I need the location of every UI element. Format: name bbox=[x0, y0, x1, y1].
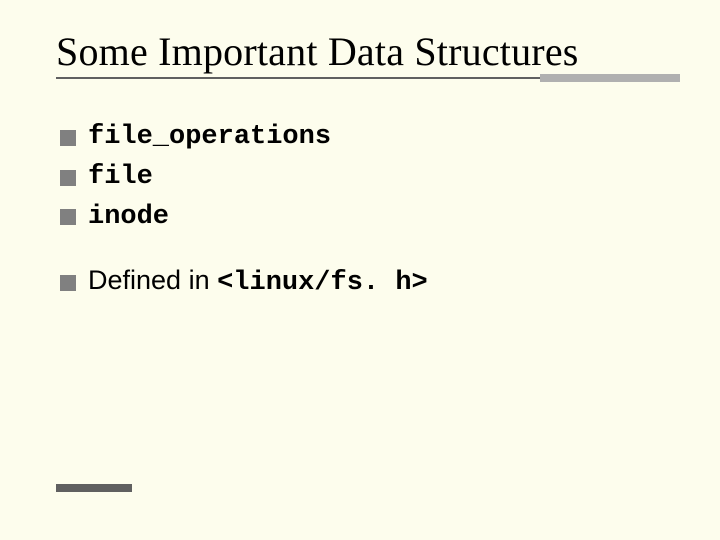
square-bullet-icon bbox=[60, 170, 76, 186]
bullet-list: file_operations file inode Defined in <l… bbox=[56, 121, 680, 301]
list-item: Defined in <linux/fs. h> bbox=[60, 264, 680, 301]
defined-prefix: Defined in bbox=[88, 265, 217, 295]
list-item: file_operations bbox=[60, 121, 680, 155]
list-item: file bbox=[60, 161, 680, 195]
footer-rule bbox=[56, 484, 132, 492]
code-text: file_operations bbox=[88, 121, 331, 155]
slide-title: Some Important Data Structures bbox=[56, 28, 680, 75]
defined-code: <linux/fs. h> bbox=[217, 268, 428, 298]
square-bullet-icon bbox=[60, 275, 76, 291]
title-rule bbox=[56, 77, 680, 85]
slide: Some Important Data Structures file_oper… bbox=[0, 0, 720, 540]
defined-text: Defined in <linux/fs. h> bbox=[88, 264, 428, 301]
list-item: inode bbox=[60, 201, 680, 235]
title-rule-short bbox=[540, 74, 680, 82]
title-rule-long bbox=[56, 77, 542, 79]
code-text: file bbox=[88, 161, 153, 195]
square-bullet-icon bbox=[60, 130, 76, 146]
code-text: inode bbox=[88, 201, 169, 235]
square-bullet-icon bbox=[60, 209, 76, 225]
